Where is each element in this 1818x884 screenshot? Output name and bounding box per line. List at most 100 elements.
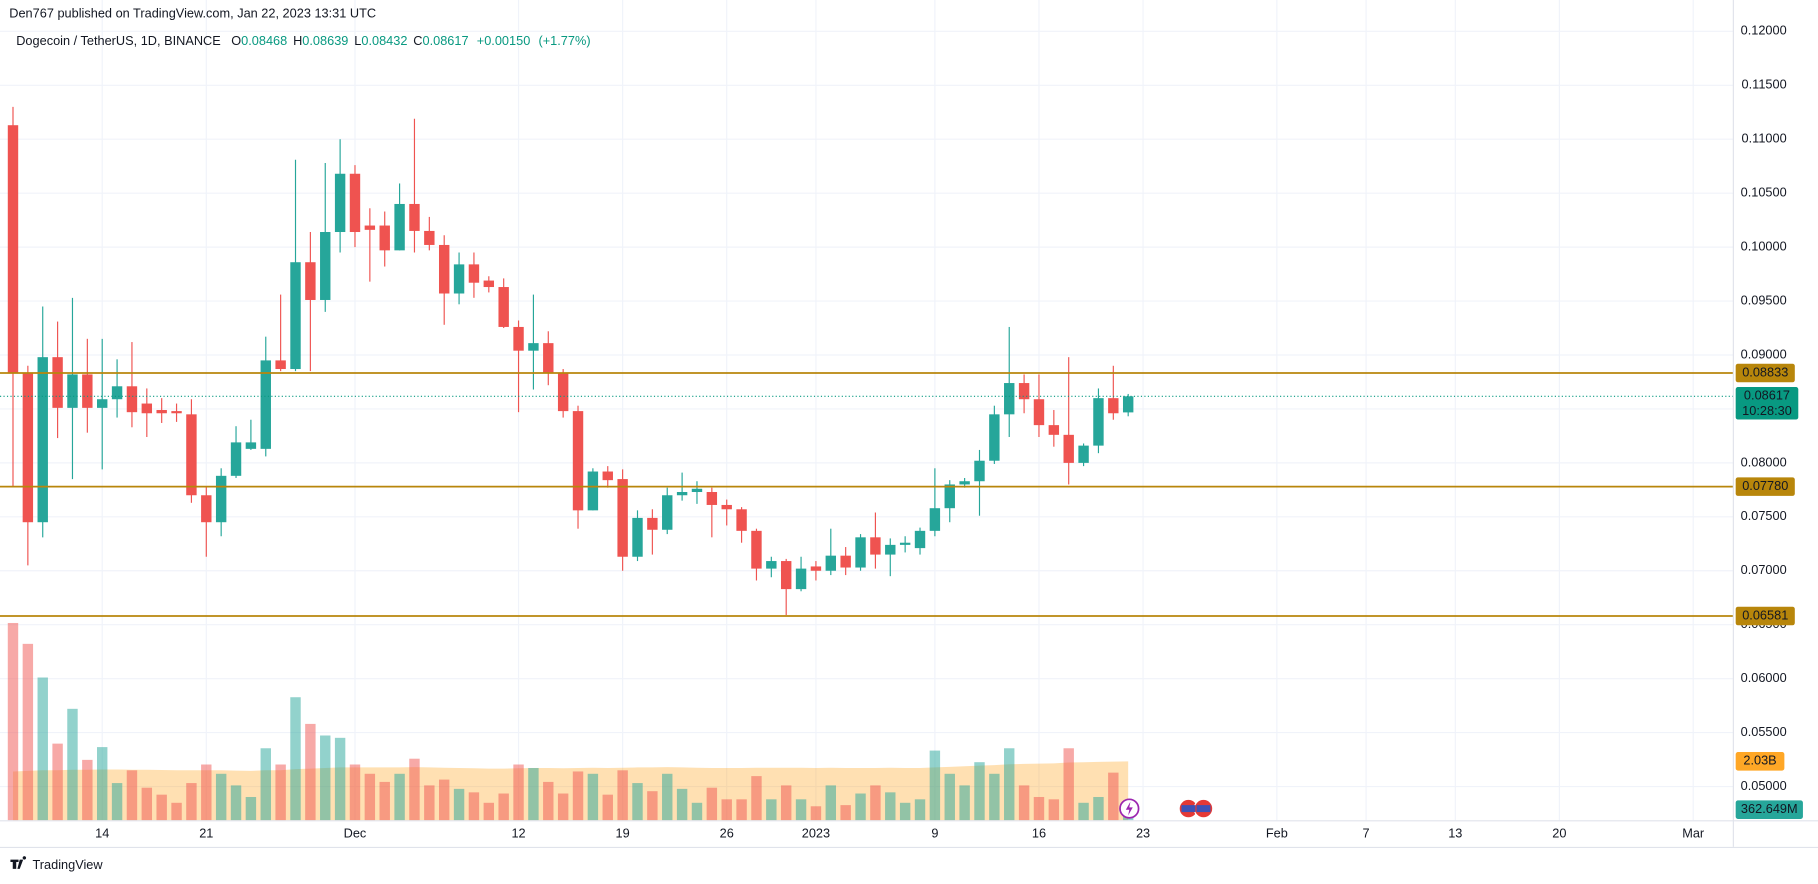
level-tag [1735,477,1795,496]
flag-band [1196,805,1211,813]
volume-bar [438,779,450,821]
x-tick-label: 16 [1032,825,1046,840]
x-tick-label: 13 [1448,825,1462,840]
volume-bar [676,788,688,821]
candle-body [885,544,896,555]
volume-bar [1033,796,1045,821]
volume-bar [1048,799,1060,821]
candle-body [186,414,197,496]
change-pct: (+1.77%) [538,33,590,48]
candle-body [929,508,941,531]
candle-body [825,555,837,571]
volume-bar [275,764,286,821]
level-tag [1735,606,1795,626]
volume-ma-tag [1735,752,1785,771]
candle-body [959,481,970,485]
volume-bar [1063,748,1074,821]
volume-bar [543,781,554,821]
y-tick-label: 0.10000 [1741,238,1787,253]
candle-body [989,414,1000,461]
y-tick-label: 0.09000 [1741,346,1787,361]
volume-bar [334,737,346,821]
candle-body [944,484,955,509]
candle-body [691,488,703,493]
level-tag [1735,363,1795,383]
volume-bar [483,802,495,821]
candle-body [409,203,420,231]
candle-body [1122,396,1134,413]
candle-body [557,373,569,412]
x-tick-label: 21 [199,825,213,840]
brand-logo [10,856,27,869]
candle-body [721,504,732,510]
event-icon-glyph [1125,801,1133,816]
volume-bar [840,805,851,821]
volume-bar [662,773,673,821]
volume-bar [1078,802,1089,821]
volume-bar [468,792,480,821]
y-tick-label: 0.06000 [1741,670,1787,685]
candle-body [379,225,390,251]
volume-bar [230,785,242,821]
x-tick-label: 12 [511,825,525,840]
legend-row: Dogecoin / TetherUS, 1D, BINANCE O0.0846… [16,33,590,48]
volume-bar [111,783,123,821]
volume-bar [959,785,970,821]
candle-body [706,492,718,505]
candle-body [1004,383,1015,415]
candle-body [602,471,613,481]
volume-bar [409,758,420,821]
candle-body [394,203,405,251]
candle-body [498,287,509,327]
y-tick-label: 0.07000 [1741,562,1787,577]
candle-body [662,495,673,530]
volume-bar [305,723,316,821]
volume-bar [899,802,911,821]
candle-body [751,530,762,569]
candle-body [364,225,376,230]
candle-body [82,374,93,408]
candle-body [245,442,257,449]
candle-body [1108,398,1119,414]
level-tag-label: 0.08833 [1742,364,1788,379]
volume-bar [825,785,837,821]
volume-bar [67,708,78,821]
candle-body [1018,383,1030,400]
volume-bar [929,750,941,821]
candle-body [617,479,628,557]
volume-bar [706,787,718,821]
volume-bar [245,796,257,821]
candle-body [230,442,242,476]
volume-bar [290,697,301,821]
candle-body [215,475,227,523]
candle-body [1033,399,1045,426]
candle-body [260,360,271,449]
ohlc-value: 0.08617 [423,33,469,48]
ohlc-key: L [354,33,361,48]
candle-body [780,561,792,590]
volume-bar [97,747,108,821]
volume-bar [736,799,747,821]
volume-bar [394,773,405,821]
y-tick-label: 0.08000 [1741,454,1787,469]
volume-bar [320,735,331,821]
y-tick-label: 0.12000 [1741,23,1787,38]
volume-bar [260,748,271,821]
volume-bar [1108,772,1119,821]
y-tick-label: 0.05000 [1741,778,1787,793]
level-tag-label: 0.06581 [1742,607,1788,622]
candle-body [587,471,599,511]
candle-body [543,343,554,374]
volume-bar [557,793,569,821]
volume-bar [989,773,1000,821]
change: +0.00150 [477,33,531,48]
volume-bar [632,783,643,821]
volume-bar [855,793,866,821]
volume-bar [870,785,881,821]
candle-body [899,542,911,545]
volume-bar [126,770,138,821]
volume-bar [141,787,153,821]
x-tick-label: 20 [1552,825,1566,840]
volume-bar [498,793,509,821]
